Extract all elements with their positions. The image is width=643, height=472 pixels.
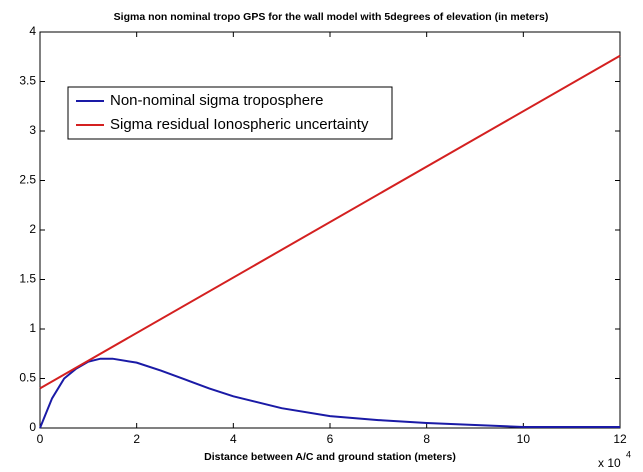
x-tick-label: 8 (423, 432, 430, 446)
x-tick-label: 0 (37, 432, 44, 446)
legend-label: Sigma residual Ionospheric uncertainty (110, 116, 369, 133)
x-tick-label: 6 (327, 432, 334, 446)
y-tick-label: 1 (29, 321, 36, 335)
x-scale-base: x 10 (598, 456, 621, 470)
y-tick-label: 3.5 (19, 74, 36, 88)
x-scale-exponent: 4 (626, 449, 631, 459)
x-tick-label: 10 (517, 432, 531, 446)
x-tick-label: 4 (230, 432, 237, 446)
series-line (39, 357, 620, 429)
legend-label: Non-nominal sigma troposphere (110, 92, 323, 109)
y-tick-label: 2 (29, 222, 36, 236)
y-tick-label: 0 (29, 420, 36, 434)
y-tick-label: 1.5 (19, 272, 36, 286)
y-tick-label: 4 (29, 24, 36, 38)
series-line (39, 54, 621, 390)
chart-title: Sigma non nominal tropo GPS for the wall… (114, 11, 549, 23)
y-tick-label: 0.5 (19, 371, 36, 385)
x-tick-label: 2 (133, 432, 140, 446)
legend-box (67, 86, 393, 140)
x-tick-label: 12 (613, 432, 627, 446)
x-axis-label: Distance between A/C and ground station … (204, 451, 456, 463)
y-tick-label: 2.5 (19, 173, 36, 187)
y-tick-label: 3 (29, 123, 36, 137)
